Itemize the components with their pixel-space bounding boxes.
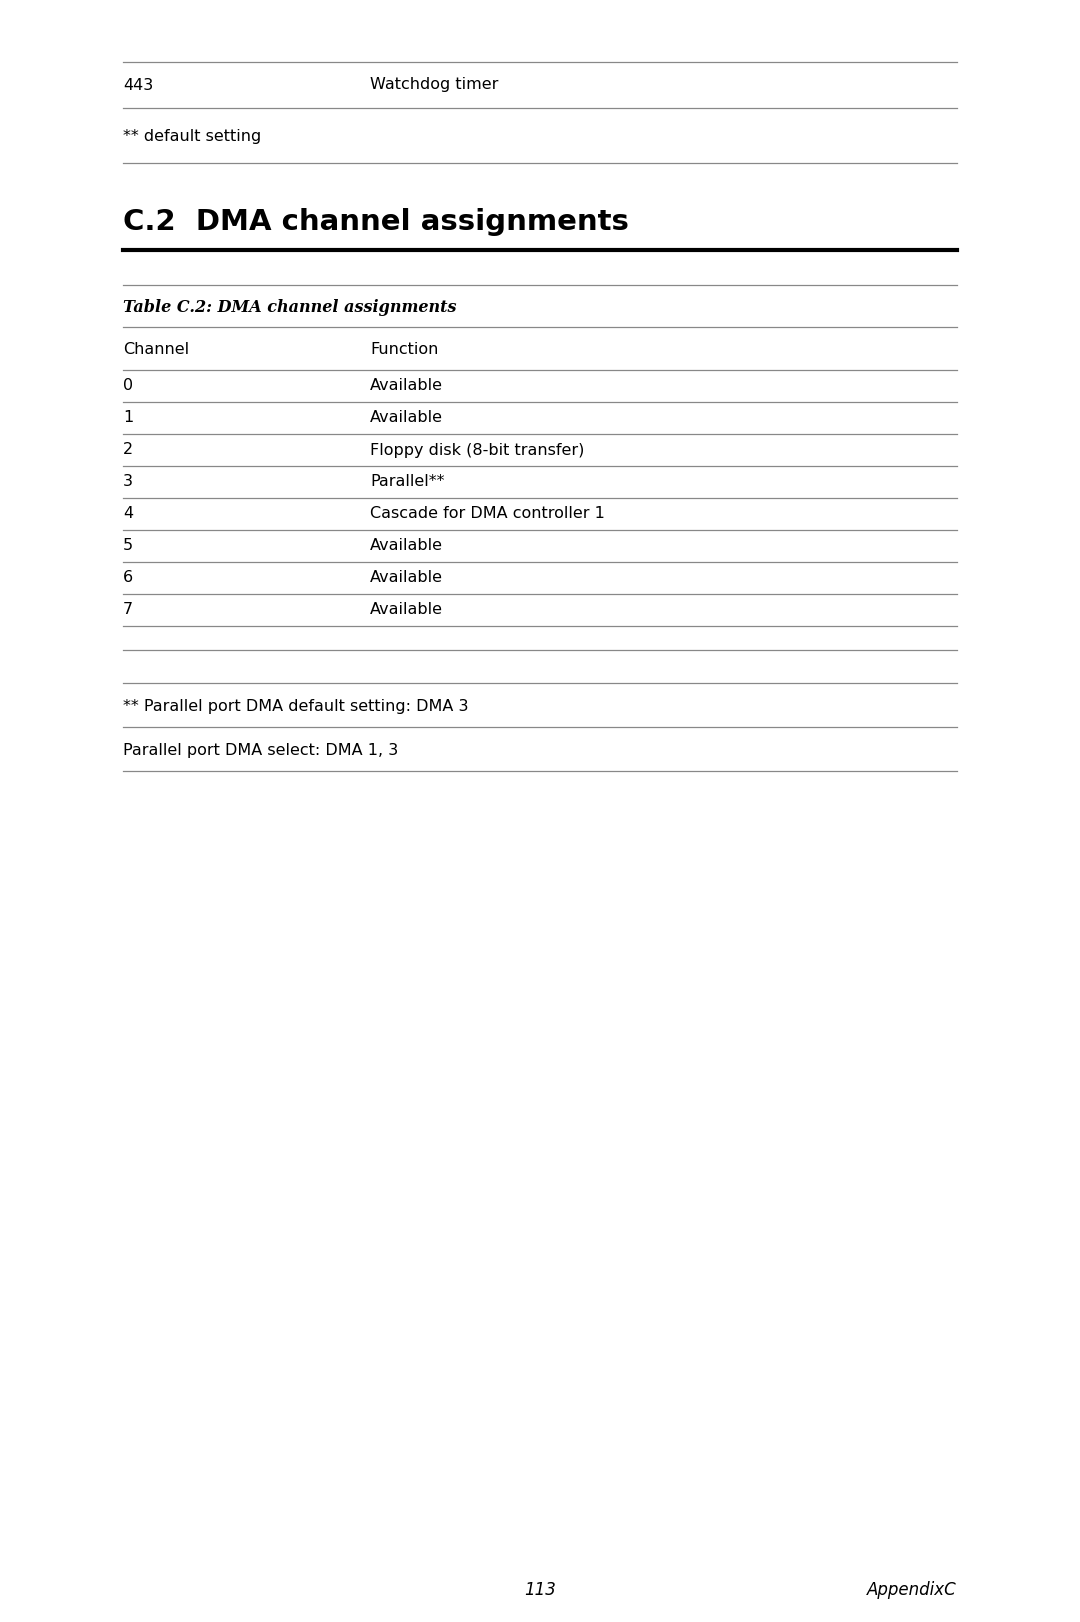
Text: Floppy disk (8-bit transfer): Floppy disk (8-bit transfer) xyxy=(370,443,584,457)
Text: Cascade for DMA controller 1: Cascade for DMA controller 1 xyxy=(370,506,605,522)
Text: 4: 4 xyxy=(123,506,133,522)
Text: Available: Available xyxy=(370,602,443,618)
Text: Channel: Channel xyxy=(123,342,189,357)
Text: 0: 0 xyxy=(123,378,133,394)
Text: Function: Function xyxy=(370,342,438,357)
Text: Available: Available xyxy=(370,410,443,425)
Text: 6: 6 xyxy=(123,571,133,586)
Text: AppendixC: AppendixC xyxy=(867,1581,957,1599)
Text: 7: 7 xyxy=(123,602,133,618)
Text: Available: Available xyxy=(370,539,443,553)
Text: Available: Available xyxy=(370,378,443,394)
Text: 443: 443 xyxy=(123,78,153,92)
Text: Available: Available xyxy=(370,571,443,586)
Text: 3: 3 xyxy=(123,475,133,490)
Text: 2: 2 xyxy=(123,443,133,457)
Text: Parallel**: Parallel** xyxy=(370,475,445,490)
Text: 5: 5 xyxy=(123,539,133,553)
Text: C.2  DMA channel assignments: C.2 DMA channel assignments xyxy=(123,208,629,235)
Text: Parallel port DMA select: DMA 1, 3: Parallel port DMA select: DMA 1, 3 xyxy=(123,743,399,759)
Text: Table C.2: DMA channel assignments: Table C.2: DMA channel assignments xyxy=(123,300,457,316)
Text: ** default setting: ** default setting xyxy=(123,128,261,143)
Text: Watchdog timer: Watchdog timer xyxy=(370,78,498,92)
Text: ** Parallel port DMA default setting: DMA 3: ** Parallel port DMA default setting: DM… xyxy=(123,699,469,715)
Text: 1: 1 xyxy=(123,410,133,425)
Text: 113: 113 xyxy=(524,1581,556,1599)
